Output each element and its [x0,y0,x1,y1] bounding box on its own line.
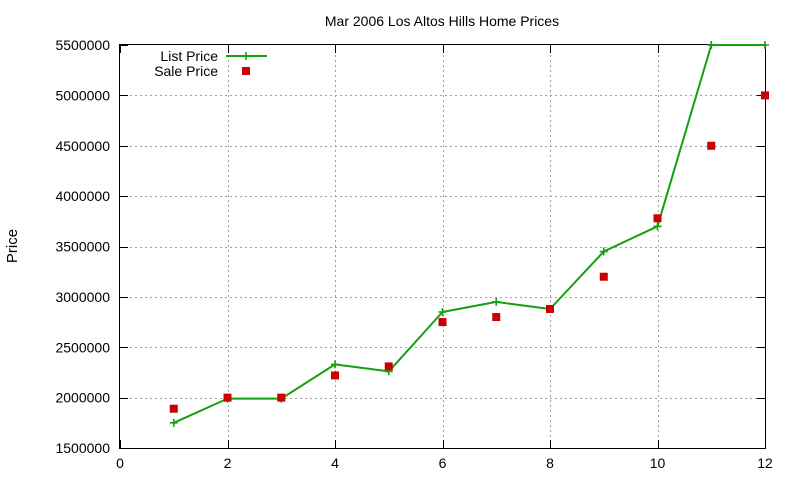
plot-frame [119,44,766,449]
y-tick-label: 5000000 [55,87,110,103]
x-tick-label: 6 [439,455,447,471]
list-price-line [173,44,765,424]
x-tick-label: 2 [224,455,232,471]
x-tick-label: 0 [116,455,124,471]
sale-price-point [707,141,716,150]
legend-marker-sale-price [242,67,250,75]
sale-price-point [546,304,554,313]
sale-price-point [277,393,286,402]
list-price-point [438,307,447,316]
grid-layer [120,45,765,448]
tick-layer: 0 2 4 6 8 10 12 1500000 2000000 2500000 3000000 350… [55,37,773,471]
y-tick-label: 4000000 [55,188,110,204]
series-layer [169,41,769,427]
y-tick-label: 3000000 [55,289,110,305]
legend-marker-list-price [242,52,250,60]
y-tick-label: 3500000 [55,239,110,255]
x-tick-label: 8 [546,455,554,471]
list-price-point [169,418,178,427]
list-price-point [331,360,339,369]
x-tick-label: 4 [331,455,339,471]
sale-price-point [169,404,178,413]
legend-label-sale-price: Sale Price [154,63,218,79]
sale-price-point [653,214,662,223]
sale-price-point [438,318,447,327]
list-price-point [653,222,662,231]
y-tick-label: 2500000 [55,339,110,355]
y-tick-label: 2000000 [55,390,110,406]
sale-price-point [331,371,339,380]
y-tick-label: 5500000 [55,37,110,53]
sale-price-point [223,393,232,402]
sale-price-point [599,272,608,281]
sale-price-point [492,313,501,322]
x-tick-label: 12 [757,455,773,471]
chart-title: Mar 2006 Los Altos Hills Home Prices [325,13,559,29]
sale-price-point [761,91,769,100]
legend: List Price Sale Price [154,48,267,79]
y-tick-label: 1500000 [55,440,110,456]
sale-price-point [384,362,393,371]
list-price-point [599,247,608,256]
list-price-point [492,297,501,306]
y-tick-label: 4500000 [55,138,110,154]
x-tick-label: 10 [650,455,666,471]
legend-label-list-price: List Price [160,48,218,64]
list-price-point [761,41,769,49]
y-axis-label: Price [4,229,21,263]
list-price-point [707,41,716,49]
